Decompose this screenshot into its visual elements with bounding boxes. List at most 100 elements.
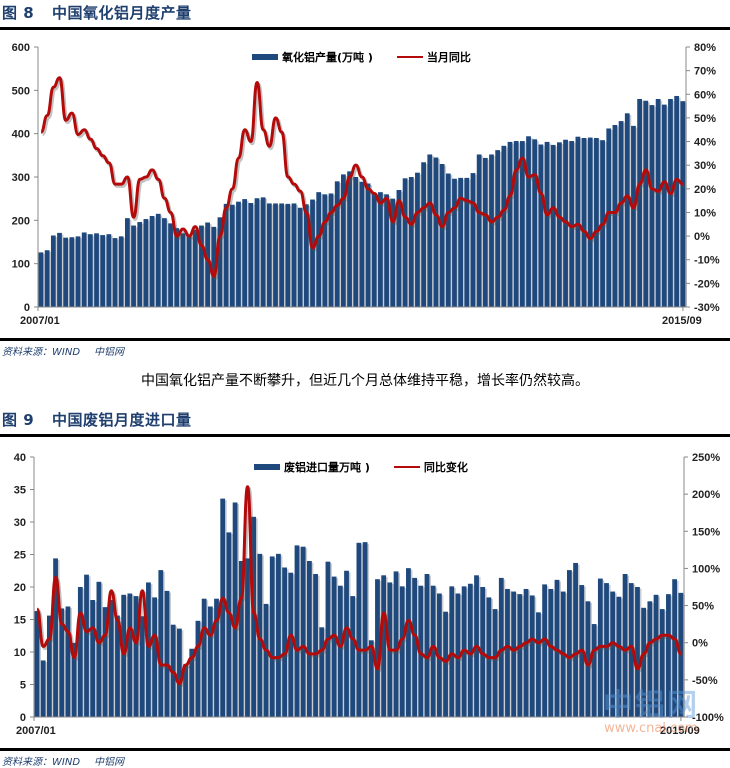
bar — [176, 628, 182, 717]
bar — [554, 579, 560, 717]
bar — [548, 588, 554, 717]
bar — [501, 145, 507, 307]
bar — [622, 574, 628, 717]
bar — [63, 237, 69, 307]
legend-line-swatch — [396, 56, 423, 58]
right-tick-label: 150% — [692, 526, 720, 538]
bar — [655, 99, 661, 307]
bar — [672, 579, 678, 717]
right-tick-label: -30% — [694, 302, 720, 314]
bar — [273, 203, 278, 307]
bar — [591, 624, 597, 717]
bar — [396, 190, 402, 307]
bar — [158, 570, 164, 717]
bar — [680, 101, 686, 308]
x-start-label: 2007/01 — [20, 315, 60, 327]
bar — [390, 198, 396, 307]
bar — [300, 546, 306, 717]
bar — [674, 95, 680, 307]
left-tick-label: 400 — [12, 129, 30, 141]
body-paragraph: 中国氧化铝产量不断攀升，但近几个月总体维持平稳，增长率仍然较高。 — [141, 373, 589, 389]
bar — [513, 141, 519, 307]
bar — [421, 162, 426, 307]
bar — [566, 570, 572, 717]
bar — [402, 178, 408, 307]
bar — [229, 204, 235, 307]
bar — [489, 154, 494, 307]
bar — [365, 183, 371, 307]
bar — [378, 192, 383, 307]
bar — [69, 237, 75, 307]
bar — [162, 218, 167, 307]
bar — [375, 579, 380, 717]
legend-line-label: 同比变化 — [423, 461, 468, 474]
figure9-title-text: 中国废铝月度进口量 — [52, 411, 192, 429]
bar — [581, 138, 587, 307]
bar — [189, 648, 195, 717]
bar — [610, 591, 616, 717]
bar — [186, 235, 192, 307]
bar — [569, 141, 575, 307]
bar — [594, 138, 599, 307]
bar — [199, 225, 204, 307]
bar — [297, 207, 303, 307]
bar — [155, 213, 161, 307]
bar — [661, 104, 667, 307]
figure9-title: 图 9 中国废铝月度进口量 — [2, 409, 192, 430]
right-tick-label: 100% — [692, 563, 720, 575]
figure9-legend: 废铝进口量万吨 ) 同比变化 — [254, 459, 468, 475]
figure8-bottom-rule — [0, 338, 730, 341]
bar — [118, 236, 124, 307]
bar — [238, 561, 244, 717]
bar — [433, 157, 439, 307]
source-org: 中铝网 — [94, 757, 125, 768]
bar — [115, 615, 120, 717]
bar — [57, 232, 62, 307]
bar — [226, 532, 232, 717]
bar — [180, 233, 186, 307]
bar — [276, 553, 281, 717]
bar — [476, 154, 482, 307]
source-org: 中铝网 — [94, 347, 125, 358]
right-tick-label: 60% — [694, 89, 716, 101]
bar — [408, 177, 414, 307]
bar — [666, 594, 671, 717]
bar — [511, 591, 517, 717]
bar — [183, 664, 188, 717]
bar — [458, 177, 464, 307]
bar — [368, 640, 374, 717]
bar — [50, 235, 56, 307]
bar — [641, 607, 647, 717]
bar — [449, 586, 455, 717]
bar — [523, 588, 529, 717]
bar — [108, 600, 114, 717]
right-tick-label: 80% — [694, 42, 716, 54]
bar — [612, 125, 618, 307]
bar — [439, 164, 445, 307]
bar — [90, 600, 96, 717]
bar — [418, 585, 424, 717]
bar — [517, 594, 523, 717]
bar — [362, 542, 368, 717]
bar — [127, 593, 133, 717]
bar — [248, 203, 254, 307]
bar — [254, 198, 260, 307]
bar — [470, 173, 476, 307]
bar — [152, 597, 158, 717]
bar — [220, 498, 226, 717]
bar — [507, 141, 513, 307]
left-tick-label: 300 — [12, 172, 30, 184]
bar — [505, 588, 510, 717]
bar — [337, 585, 343, 717]
bar — [131, 225, 136, 307]
figure9-top-rule — [0, 434, 730, 437]
legend-bar-label: 氧化铝产量(万吨 ) — [282, 51, 373, 64]
bar — [526, 136, 531, 307]
bar — [350, 596, 356, 717]
bar — [192, 229, 198, 307]
legend-bar-label: 废铝进口量万吨 ) — [284, 461, 370, 474]
bar — [464, 177, 470, 307]
bar — [263, 603, 269, 717]
bar — [492, 609, 498, 717]
bar — [164, 590, 170, 717]
